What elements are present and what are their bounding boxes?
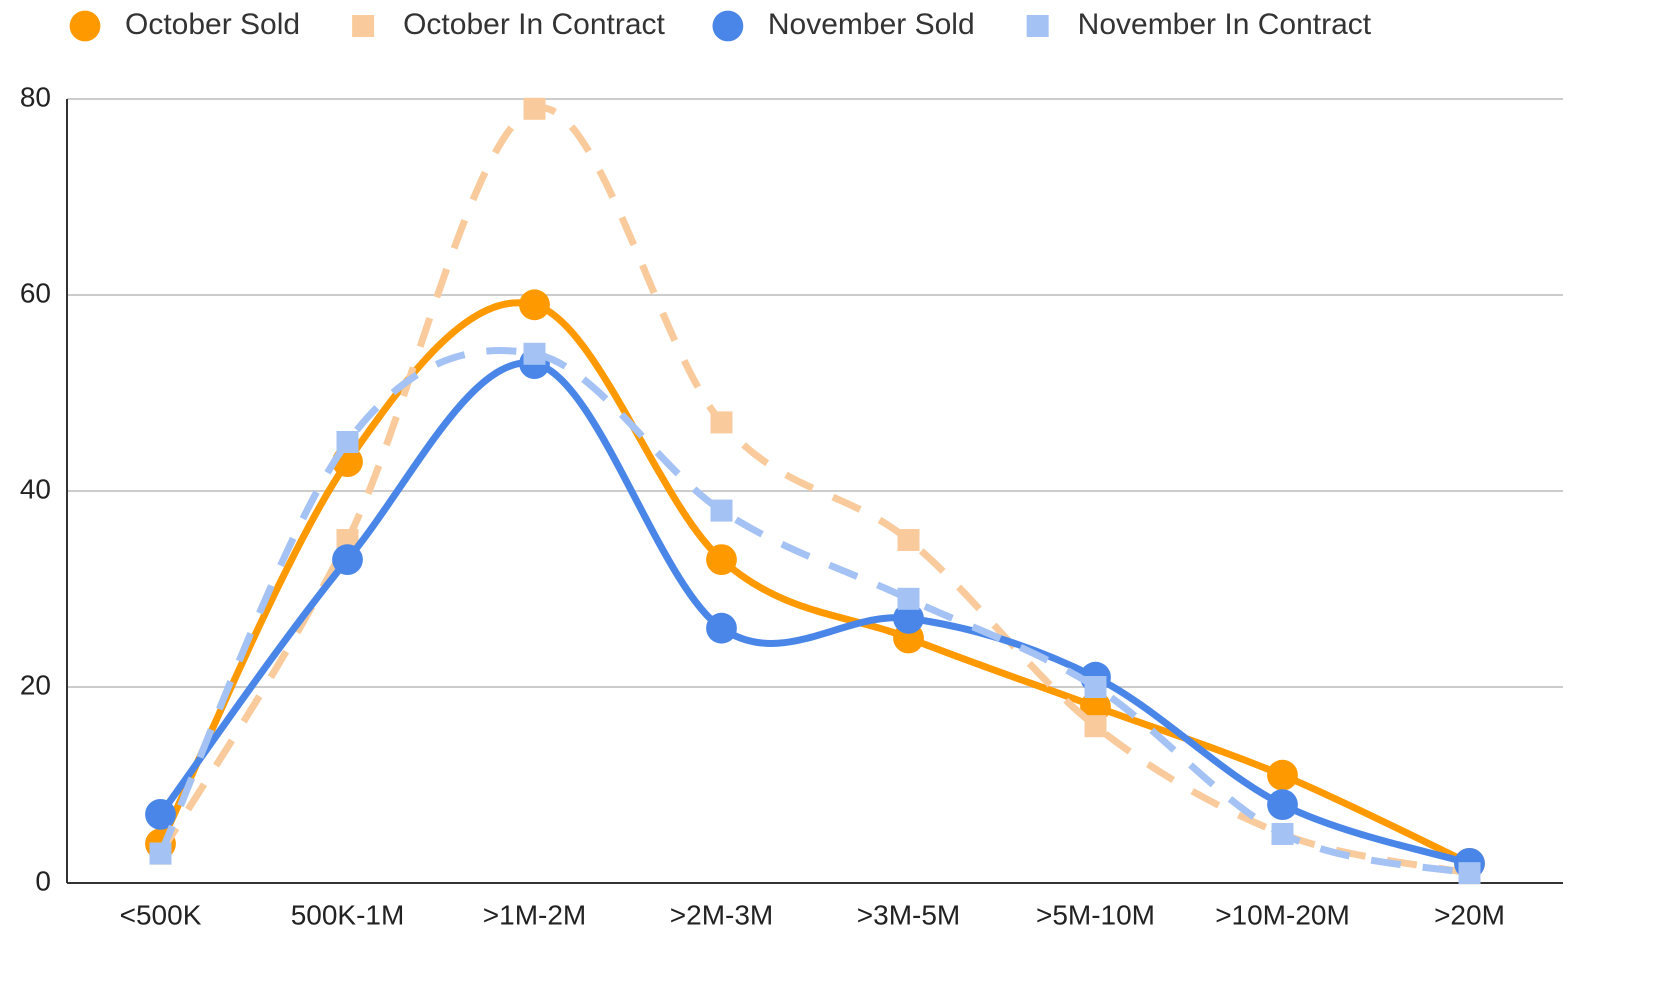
point bbox=[710, 411, 733, 434]
legend-label: November Sold bbox=[768, 8, 975, 41]
x-tick-label: >10M-20M bbox=[1215, 899, 1350, 930]
point bbox=[1267, 759, 1298, 791]
point bbox=[149, 842, 172, 865]
x-tick-label: >5M-10M bbox=[1036, 899, 1155, 930]
legend-item: November Sold bbox=[712, 8, 975, 42]
point bbox=[1084, 676, 1107, 698]
point bbox=[706, 612, 737, 644]
legend-marker bbox=[1026, 15, 1049, 37]
legend-marker bbox=[352, 15, 375, 37]
x-tick-label: >2M-3M bbox=[670, 899, 773, 930]
x-tick-label: >20M bbox=[1434, 899, 1505, 930]
legend-label: October Sold bbox=[125, 8, 300, 41]
point bbox=[336, 431, 359, 453]
point bbox=[893, 603, 924, 634]
point bbox=[1271, 823, 1294, 845]
legend-item: November In Contract bbox=[1026, 8, 1372, 41]
legend-item: October Sold bbox=[69, 8, 300, 42]
legend-label: November In Contract bbox=[1078, 8, 1372, 41]
y-tick-label: 40 bbox=[20, 473, 51, 504]
point bbox=[706, 544, 737, 575]
y-tick-label: 80 bbox=[20, 81, 51, 112]
legend: October Sold October In Contract November … bbox=[69, 8, 1372, 42]
point bbox=[1267, 789, 1298, 820]
y-tick-label: 20 bbox=[20, 669, 51, 700]
y-tick-label: 0 bbox=[35, 865, 51, 896]
x-tick-label: >1M-2M bbox=[483, 899, 586, 930]
grid bbox=[67, 98, 1563, 884]
axes: 0 20 40 60 80 <500K 500K-1M >1M-2M >2M-3M >3M-5M >… bbox=[20, 81, 1563, 930]
legend-marker bbox=[69, 10, 101, 42]
series bbox=[149, 342, 1481, 885]
series-line bbox=[157, 347, 1471, 877]
legend-label: October In Contract bbox=[403, 8, 665, 41]
lines bbox=[145, 97, 1485, 885]
point bbox=[523, 342, 546, 365]
point bbox=[710, 499, 733, 522]
point bbox=[897, 529, 920, 551]
y-tick-label: 60 bbox=[20, 277, 51, 308]
x-tick-label: >3M-5M bbox=[857, 899, 960, 930]
x-tick-label: 500K-1M bbox=[291, 899, 405, 930]
point bbox=[1084, 715, 1107, 738]
point bbox=[519, 289, 550, 321]
legend-item: October In Contract bbox=[352, 8, 666, 41]
point bbox=[332, 544, 363, 575]
x-tick-label: <500K bbox=[120, 899, 202, 930]
point bbox=[145, 799, 176, 830]
point bbox=[1458, 862, 1481, 885]
legend-marker bbox=[712, 10, 744, 42]
point bbox=[523, 97, 546, 120]
point bbox=[897, 587, 920, 610]
point bbox=[1080, 691, 1111, 722]
